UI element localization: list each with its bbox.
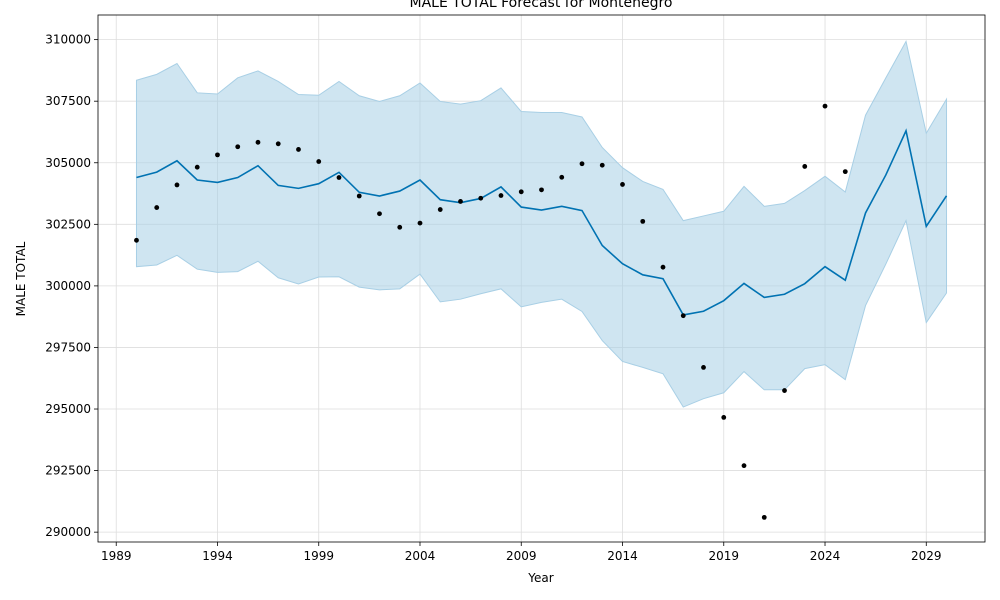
observed-point [741, 463, 747, 469]
observed-point [437, 207, 443, 212]
observed-point [559, 174, 565, 180]
observed-point [356, 193, 362, 199]
y-tick-label: 295000 [45, 402, 91, 416]
observed-point [134, 237, 139, 243]
x-tick-label: 2029 [911, 549, 942, 563]
y-tick-label: 292500 [45, 464, 91, 478]
observed-point [842, 169, 848, 175]
y-axis-label: MALE TOTAL [14, 241, 28, 316]
observed-point [154, 205, 160, 210]
forecast-line [136, 128, 948, 316]
observed-point [194, 164, 200, 170]
x-tick-label: 2009 [506, 549, 537, 563]
observed-point [680, 313, 686, 319]
x-axis-ticks: 1989 1994 1999 2004 2009 2014 2019 2024 2029 [101, 542, 942, 563]
y-tick-label: 297500 [45, 340, 91, 354]
observed-point [397, 224, 403, 230]
y-tick-label: 290000 [45, 525, 91, 539]
observed-point [235, 144, 241, 150]
observed-point [599, 162, 605, 168]
observed-point [701, 365, 706, 370]
observed-points [134, 103, 848, 520]
observed-point [215, 152, 220, 158]
observed-point [174, 182, 180, 188]
y-tick-label: 302500 [45, 217, 91, 231]
observed-point [539, 187, 544, 193]
x-tick-label: 2014 [607, 549, 638, 563]
observed-point [255, 139, 261, 145]
observed-point [498, 193, 504, 198]
chart-title: MALE TOTAL Forecast for Montenegro [409, 0, 672, 11]
x-tick-label: 1999 [303, 549, 334, 563]
observed-point [822, 103, 828, 109]
observed-point [640, 218, 646, 224]
observed-point [782, 388, 787, 393]
y-axis-ticks: 290000 292500 295000 297500 300000 302500 3050… [45, 33, 98, 539]
observed-point [296, 147, 301, 152]
observed-point [802, 164, 808, 169]
y-tick-label: 310000 [45, 33, 91, 47]
observed-point [275, 141, 281, 147]
observed-point [660, 264, 666, 270]
observed-point [377, 211, 382, 217]
plot-frame [97, 14, 986, 543]
observed-point [761, 514, 767, 520]
y-tick-label: 305000 [45, 156, 91, 170]
y-tick-label: 300000 [45, 279, 91, 293]
x-tick-label: 2024 [810, 549, 841, 563]
y-tick-label: 307500 [45, 94, 91, 108]
observed-point [458, 199, 463, 204]
observed-point [336, 175, 342, 180]
x-tick-label: 2019 [708, 549, 739, 563]
x-tick-label: 1989 [101, 549, 132, 563]
observed-point [417, 220, 423, 226]
observed-point [518, 189, 524, 195]
uncertainty-band [135, 39, 948, 408]
observed-point [478, 195, 484, 201]
x-tick-label: 1994 [202, 549, 233, 563]
observed-point [721, 414, 727, 420]
observed-point [316, 159, 322, 164]
x-tick-label: 2004 [405, 549, 436, 563]
observed-point [579, 161, 585, 167]
observed-point [620, 182, 625, 187]
x-axis-label: Year [527, 571, 553, 585]
